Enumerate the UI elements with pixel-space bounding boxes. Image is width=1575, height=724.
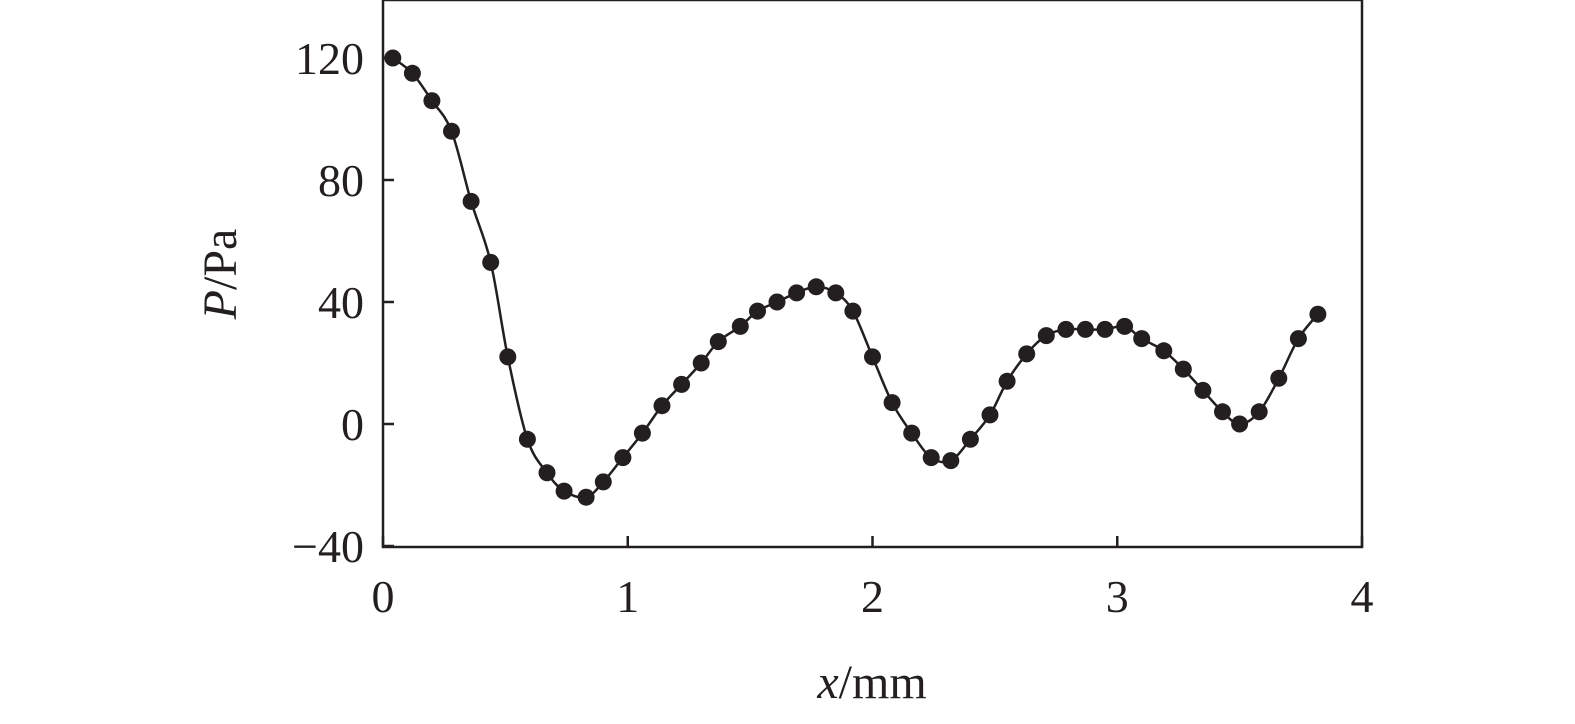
y-tick-label: 120	[295, 33, 364, 84]
data-point	[749, 302, 766, 320]
data-point	[555, 482, 573, 500]
data-point	[1250, 403, 1268, 421]
plot-frame	[381, 0, 1364, 549]
data-point	[903, 424, 921, 442]
data-point	[844, 302, 862, 320]
data-point	[538, 464, 556, 482]
data-point	[1096, 320, 1114, 338]
data-point	[1057, 320, 1075, 338]
data-point	[827, 284, 845, 302]
data-point	[1076, 320, 1094, 338]
data-point	[864, 348, 881, 366]
data-point	[384, 49, 402, 67]
data-point	[462, 192, 480, 210]
y-tick-label: −40	[292, 521, 364, 572]
data-point	[1133, 330, 1151, 348]
data-point	[788, 284, 806, 302]
data-point	[673, 375, 691, 393]
data-point	[709, 333, 727, 351]
data-point	[922, 449, 940, 467]
data-point	[577, 488, 595, 506]
data-point	[1174, 360, 1192, 378]
data-point	[403, 64, 421, 82]
data-point	[482, 253, 500, 271]
data-point	[692, 354, 710, 372]
x-tick-label: 2	[861, 571, 884, 622]
data-point	[633, 424, 651, 442]
data-point	[1309, 305, 1327, 323]
data-point	[998, 372, 1016, 390]
data-point	[1270, 369, 1288, 387]
y-axis-label-variable: P	[194, 290, 247, 320]
x-axis-label-unit: /mm	[839, 656, 927, 709]
series-line	[392, 56, 1319, 499]
data-point	[614, 449, 632, 467]
data-point	[1037, 327, 1055, 345]
data-point	[883, 394, 901, 412]
y-tick-label: 80	[318, 155, 364, 206]
data-point	[653, 397, 671, 415]
data-point	[768, 293, 786, 311]
data-point	[731, 317, 749, 335]
x-tick-label: 0	[372, 571, 395, 622]
data-point	[499, 348, 517, 366]
y-axis-ticks: −40 0 40 80 120	[292, 33, 394, 572]
x-tick-label: 4	[1351, 571, 1374, 622]
data-point	[518, 430, 536, 448]
data-point	[1214, 403, 1231, 421]
data-point	[594, 473, 612, 491]
x-tick-label: 3	[1106, 571, 1129, 622]
data-point	[807, 278, 825, 296]
data-point	[423, 92, 441, 110]
data-point	[1231, 415, 1249, 433]
data-point	[1155, 342, 1173, 360]
data-point	[1116, 317, 1134, 335]
data-point	[942, 452, 960, 470]
y-tick-label: 0	[341, 399, 364, 450]
y-axis-label: P/Pa	[194, 229, 247, 321]
series-markers	[384, 49, 1327, 506]
x-axis-label: x/mm	[816, 656, 926, 709]
x-axis-label-variable: x	[816, 656, 838, 709]
data-point	[1018, 345, 1036, 363]
y-axis-label-unit: /Pa	[194, 229, 247, 290]
data-point	[961, 430, 979, 448]
x-tick-label: 1	[616, 571, 639, 622]
y-tick-label: 40	[318, 277, 364, 328]
data-point	[981, 406, 999, 424]
data-point	[443, 122, 460, 140]
data-point	[1194, 381, 1212, 399]
data-point	[1289, 330, 1307, 348]
x-axis-ticks: 0 1 2 3 4	[372, 536, 1374, 622]
